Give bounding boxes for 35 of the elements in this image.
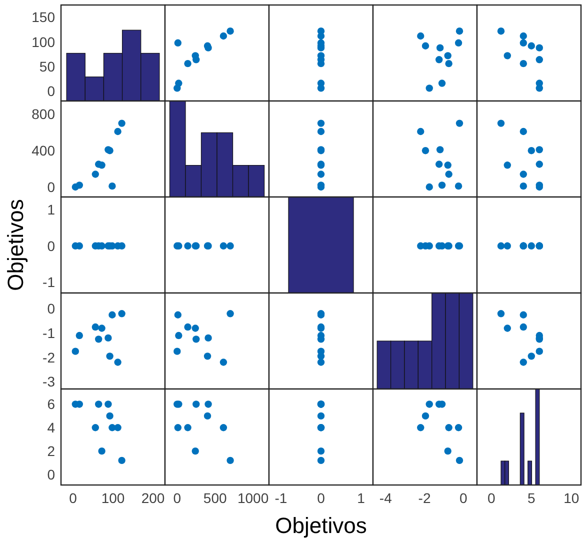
y-tick-label: 0 [47, 83, 56, 100]
y-tick-label: -2 [42, 349, 56, 366]
y-tick-label: 800 [32, 106, 56, 122]
x-tick-label: 200 [141, 490, 165, 506]
x-tick-label: 1000 [237, 490, 269, 506]
y-tick-label: -1 [42, 325, 56, 341]
x-tick-label: 1 [357, 490, 366, 506]
y-tick-label: -1 [42, 274, 56, 290]
x-tick-label: 500 [203, 490, 227, 506]
x-tick-label: 0 [69, 490, 78, 506]
y-tick-label: 0 [47, 300, 56, 317]
y-tick-label: 2 [47, 442, 56, 459]
x-tick-label: 0 [317, 490, 326, 506]
y-tick-label: 4 [47, 420, 56, 436]
y-tick-label: 1 [47, 202, 56, 218]
y-tick-label: 0 [47, 238, 56, 254]
y-tick-label: 6 [47, 396, 56, 412]
x-tick-label: -4 [379, 490, 392, 506]
x-axis-title: Objetivos [275, 513, 367, 538]
y-tick-label: 0 [47, 466, 56, 482]
x-tick-label: 10 [564, 490, 580, 506]
x-tick-label: 0 [459, 490, 468, 506]
y-tick-label: 0 [47, 178, 56, 195]
y-axis-title: Objetivos [3, 199, 28, 291]
x-tick-label: 0 [488, 490, 496, 506]
x-tick-label: 5 [528, 490, 536, 506]
y-tick-label: 50 [39, 58, 56, 74]
x-tick-label: 100 [101, 490, 125, 506]
x-tick-label: -1 [274, 490, 288, 506]
y-tick-label: 400 [32, 142, 56, 158]
y-tick-label: 100 [32, 34, 56, 50]
y-tick-label: -3 [42, 374, 56, 390]
x-tick-label: -2 [418, 490, 431, 506]
x-tick-label: 0 [173, 490, 182, 506]
y-tick-label: 150 [32, 9, 56, 26]
